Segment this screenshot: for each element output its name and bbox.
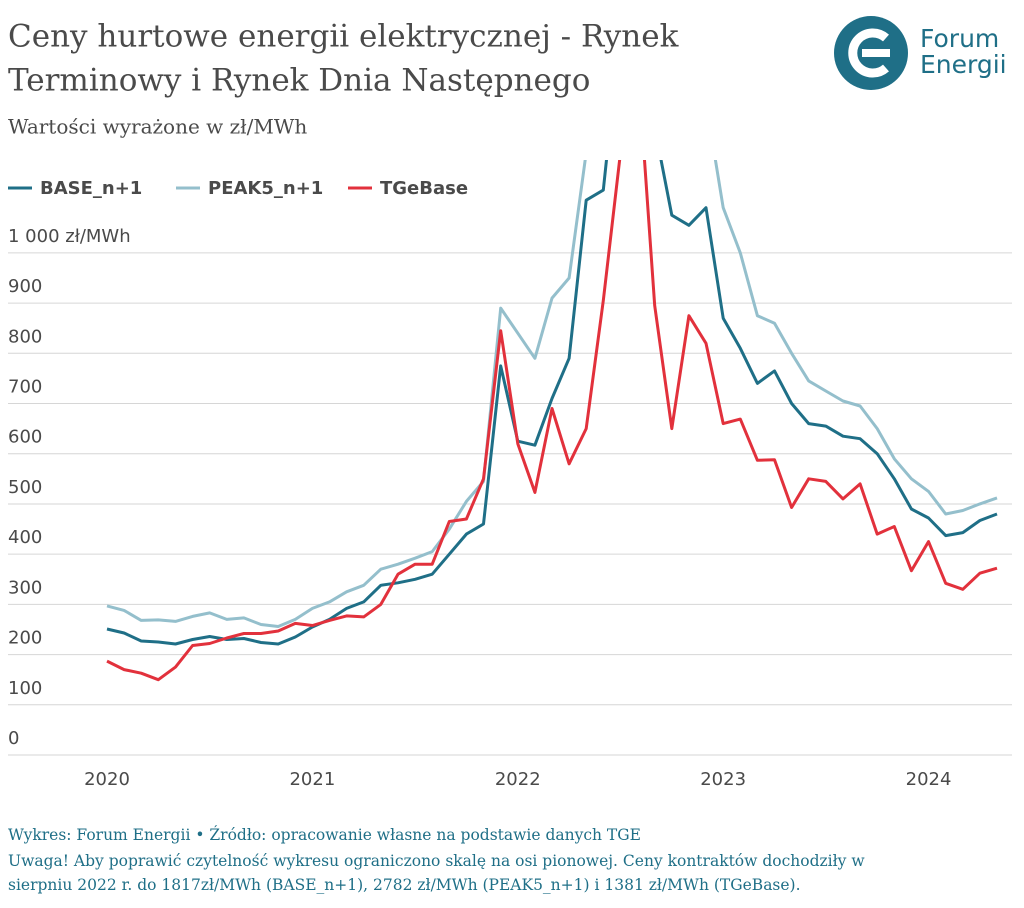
- y-tick-label: 400: [8, 527, 42, 548]
- y-tick-label: 100: [8, 678, 42, 699]
- note: Uwaga! Aby poprawić czytelność wykresu o…: [8, 852, 865, 870]
- y-tick-label: 200: [8, 628, 42, 649]
- note: sierpniu 2022 r. do 1817zł/MWh (BASE_n+1…: [8, 876, 801, 894]
- legend-label: PEAK5_n+1: [208, 178, 323, 199]
- legend-item: BASE_n+1: [8, 178, 142, 199]
- x-tick-label: 2024: [906, 769, 952, 790]
- y-tick-label: 300: [8, 577, 42, 598]
- y-tick-label: 0: [8, 728, 19, 749]
- y-tick-label: 500: [8, 477, 42, 498]
- legend-label: TGeBase: [380, 178, 468, 199]
- y-tick-label: 700: [8, 377, 42, 398]
- plot-area: [106, 160, 998, 682]
- y-tick-label: 600: [8, 427, 42, 448]
- line-series: [106, 160, 998, 646]
- y-tick-label: 1 000 zł/MWh: [8, 226, 131, 247]
- source: Wykres: Forum Energii • Źródło: opracowa…: [8, 826, 641, 844]
- x-tick-label: 2022: [495, 769, 541, 790]
- x-tick-label: 2021: [289, 769, 335, 790]
- line-series: [106, 160, 998, 682]
- logo-text: Forum: [920, 24, 999, 53]
- x-tick-label: 2023: [700, 769, 746, 790]
- logo-text: Energii: [920, 50, 1007, 79]
- chart-subtitle: Wartości wyrażone w zł/MWh: [8, 115, 307, 139]
- y-tick-label: 900: [8, 276, 42, 297]
- y-tick-label: 800: [8, 326, 42, 347]
- chart-title: Ceny hurtowe energii elektrycznej - Ryne…: [8, 19, 679, 55]
- legend-item: TGeBase: [348, 178, 468, 199]
- legend-item: PEAK5_n+1: [176, 178, 323, 199]
- chart-title: Terminowy i Rynek Dnia Następnego: [8, 63, 590, 99]
- logo-mark: [848, 28, 889, 78]
- line-series: [106, 160, 998, 628]
- legend-label: BASE_n+1: [40, 178, 142, 199]
- logo: Forum Energii: [834, 16, 1007, 90]
- x-tick-label: 2020: [84, 769, 130, 790]
